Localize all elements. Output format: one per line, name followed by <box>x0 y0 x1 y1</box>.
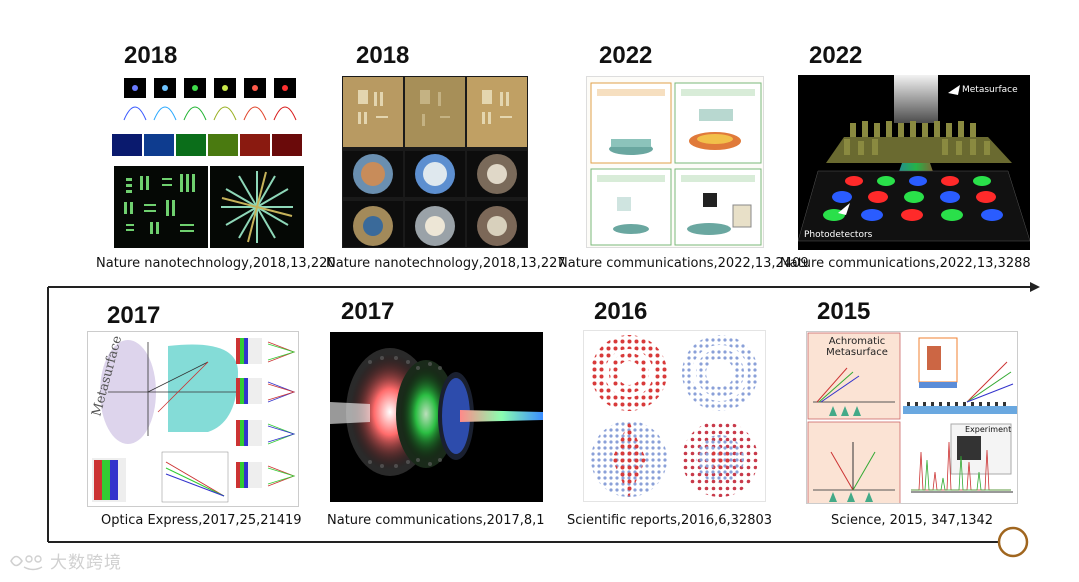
figure-metasurface-optics: Metasurface <box>87 331 299 507</box>
year-label: 2022 <box>809 42 863 69</box>
year-label: 2022 <box>599 42 653 69</box>
citation-caption: Scientific reports,2016,6,32803 <box>567 513 773 528</box>
watermark: 大数跨境 <box>8 548 122 573</box>
year-label: 2018 <box>124 42 178 69</box>
figure-lens-stack <box>330 332 543 502</box>
year-label: 2015 <box>817 298 871 325</box>
citation-caption: Science, 2015, 347,1342 <box>831 513 994 528</box>
year-label: 2017 <box>107 302 161 329</box>
figure-dot-patterns <box>583 330 766 502</box>
achromatic-metasurface-label: Achromatic Metasurface <box>826 336 888 358</box>
citation-caption: Optica Express,2017,25,21419 <box>101 513 302 528</box>
citation-caption: Nature nanotechnology,2018,13,220 <box>96 256 336 271</box>
timeline-end-circle <box>997 526 1029 558</box>
metasurface-label: Metasurface <box>962 85 1018 95</box>
citation-caption: Nature communications,2022,13,2409 <box>558 256 809 271</box>
year-label: 2016 <box>594 298 648 325</box>
experiment-label: Experiment <box>965 425 1012 434</box>
citation-caption: Nature communications,2022,13,3288 <box>780 256 1031 271</box>
citation-caption: Nature communications,2017,8,1 <box>327 513 545 528</box>
figure-metasurface-photodetectors: Metasurface Photodetectors <box>798 75 1030 250</box>
citation-caption: Nature nanotechnology,2018,13,227 <box>326 256 566 271</box>
year-label: 2017 <box>341 298 395 325</box>
watermark-logo-icon <box>10 554 43 570</box>
photodetectors-label: Photodetectors <box>804 230 873 240</box>
year-label: 2018 <box>356 42 410 69</box>
watermark-text: 大数跨境 <box>50 553 122 573</box>
figure-colour-correction <box>342 76 528 248</box>
figure-focal-spots <box>110 74 306 250</box>
figure-achromatic-metasurface: Achromatic Metasurface Experiment <box>806 331 1018 504</box>
figure-workflow-diagram <box>586 76 764 248</box>
